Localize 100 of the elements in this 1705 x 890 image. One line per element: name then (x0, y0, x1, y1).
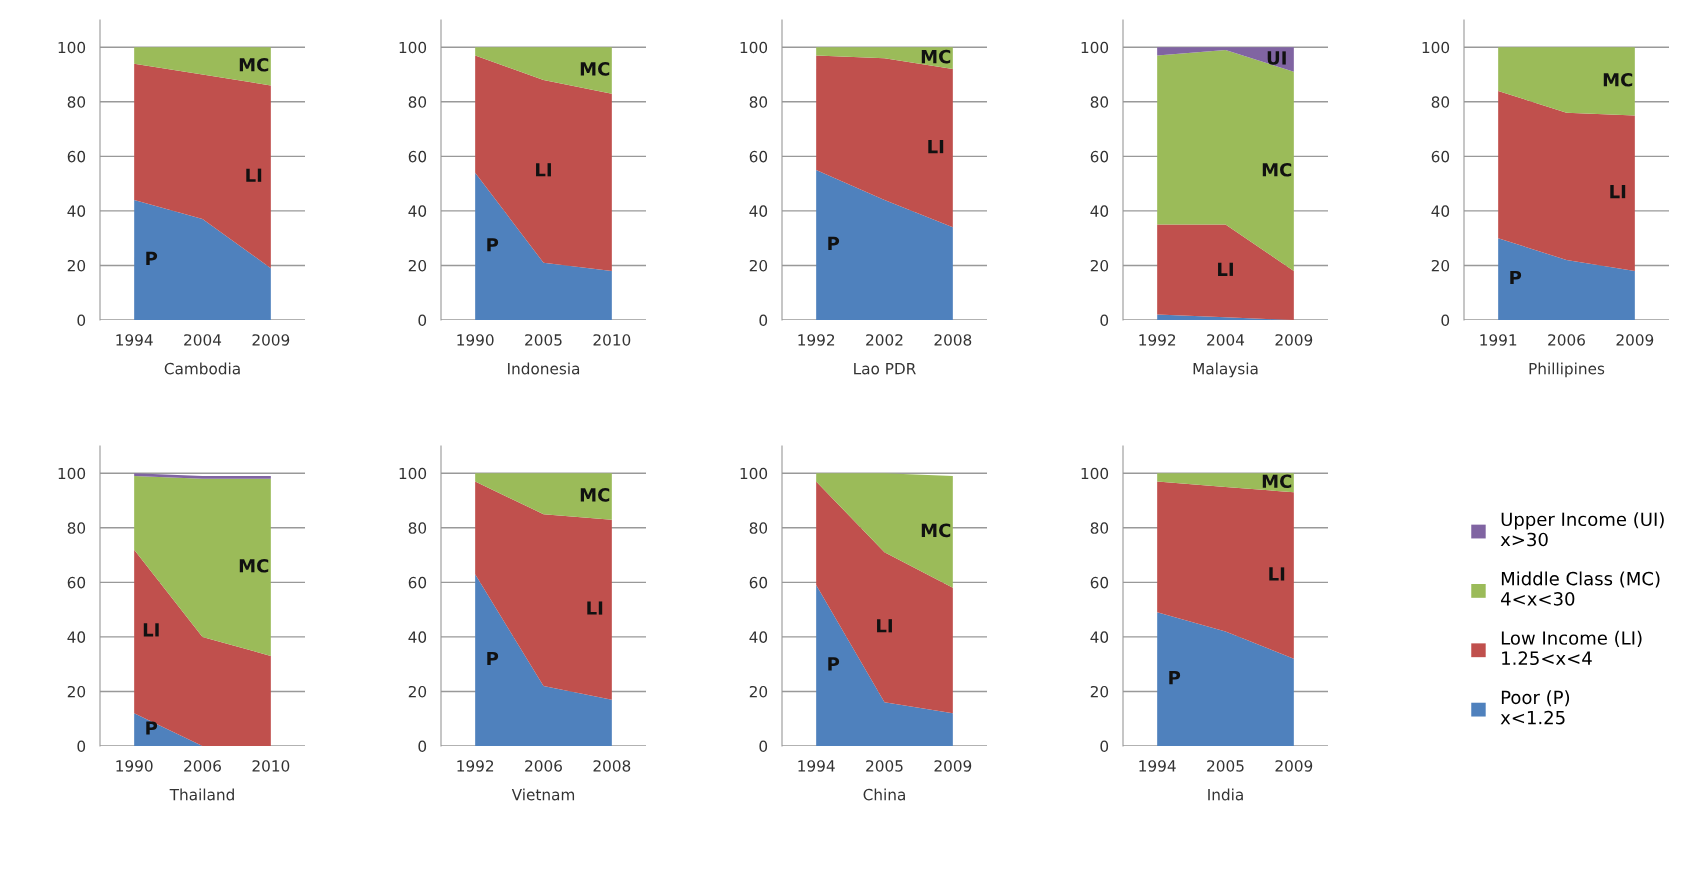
y-tick-label: 40 (1090, 205, 1109, 217)
y-tick-label: 20 (1431, 259, 1450, 272)
y-tick-label: 0 (77, 740, 86, 753)
y-tick-label: 80 (1090, 96, 1109, 108)
y-tick-label: 0 (77, 314, 86, 327)
annotation: MC (1603, 72, 1633, 87)
y-tick-label: 100 (740, 41, 768, 54)
annotation: LI (143, 623, 159, 637)
y-tick-label: 40 (67, 205, 86, 217)
x-axis-title: Malaysia (1193, 362, 1258, 378)
annotation: P (828, 657, 840, 671)
x-tick-label: 2009 (934, 760, 972, 772)
x-tick-label: 2009 (1275, 334, 1313, 346)
annotation: LI (877, 619, 892, 633)
y-tick-label: 40 (1090, 631, 1109, 643)
y-tick-label: 100 (740, 467, 768, 480)
x-tick-label: 2010 (252, 760, 290, 772)
x-tick-label: 2006 (1548, 334, 1585, 346)
y-tick-label: 100 (399, 41, 427, 54)
annotation: MC (580, 488, 610, 502)
x-tick-label: 2002 (866, 334, 903, 346)
annotation: UI (1267, 51, 1286, 65)
annotation: P (487, 651, 499, 666)
y-tick-label: 80 (1431, 96, 1450, 108)
y-tick-label: 20 (749, 685, 768, 698)
x-tick-label: 1992 (798, 334, 835, 346)
annotation: LI (1610, 185, 1626, 199)
x-tick-label: 1994 (1139, 760, 1176, 772)
y-tick-label: 0 (759, 740, 768, 753)
legend-label: Middle Class (MC) 4<x<30 (1501, 571, 1660, 606)
annotation: P (828, 236, 840, 250)
y-tick-label: 0 (1441, 314, 1450, 327)
annotation: P (487, 238, 499, 252)
y-tick-label: 80 (1090, 522, 1109, 534)
y-tick-label: 60 (1431, 150, 1450, 163)
legend-label: Poor (P) x<1.25 (1500, 690, 1570, 725)
annotation: LI (536, 163, 551, 177)
x-axis-title: Cambodia (164, 362, 240, 375)
y-tick-label: 60 (408, 150, 427, 163)
y-tick-label: 80 (67, 96, 86, 108)
x-tick-label: 2006 (525, 760, 562, 772)
x-tick-label: 2009 (252, 334, 290, 346)
y-tick-label: 80 (408, 522, 427, 534)
y-tick-label: 20 (749, 259, 768, 272)
y-tick-label: 20 (67, 685, 86, 698)
y-tick-label: 80 (749, 96, 768, 108)
annotation: P (1510, 270, 1522, 285)
y-tick-label: 100 (399, 467, 427, 480)
x-tick-label: 1990 (457, 334, 494, 346)
x-tick-label: 2008 (934, 334, 972, 346)
x-tick-label: 1994 (116, 334, 153, 346)
annotation: MC (921, 523, 951, 538)
y-tick-label: 40 (408, 205, 427, 217)
annotation: MC (1262, 162, 1292, 177)
x-axis-title: China (863, 788, 905, 801)
annotation: MC (1262, 474, 1292, 489)
annotation: P (146, 251, 158, 265)
y-tick-label: 20 (408, 259, 427, 272)
y-tick-label: 0 (418, 314, 427, 327)
y-tick-label: 80 (408, 96, 427, 108)
annotation: P (146, 721, 158, 735)
y-tick-label: 80 (67, 522, 86, 534)
x-axis-title: Thailand (169, 788, 234, 801)
x-axis-title: Lao PDR (854, 363, 916, 375)
annotation: MC (239, 558, 269, 573)
x-tick-label: 2005 (866, 760, 903, 772)
y-tick-label: 0 (418, 740, 427, 753)
y-tick-label: 60 (749, 576, 768, 589)
y-tick-label: 40 (1431, 205, 1450, 217)
x-tick-label: 2004 (184, 334, 222, 346)
y-tick-label: 40 (67, 631, 86, 643)
y-tick-label: 20 (1090, 685, 1109, 698)
y-tick-label: 100 (1081, 41, 1109, 54)
x-tick-label: 1990 (116, 760, 153, 772)
y-tick-label: 60 (67, 576, 86, 589)
x-axis-title: Indonesia (508, 362, 580, 375)
y-tick-label: 60 (1090, 150, 1109, 163)
y-tick-label: 60 (749, 150, 768, 163)
annotation: MC (921, 49, 951, 64)
x-tick-label: 1991 (1480, 334, 1517, 346)
annotation: LI (587, 601, 603, 615)
y-tick-label: 80 (749, 522, 768, 534)
y-tick-label: 20 (408, 685, 427, 698)
legend-label: Low Income (LI) 1.25<x<4 (1501, 630, 1642, 666)
y-tick-label: 100 (58, 41, 86, 54)
annotation: LI (246, 168, 262, 182)
x-tick-label: 2010 (593, 334, 631, 346)
legend-label: Upper Income (UI) x>30 (1500, 512, 1664, 547)
x-axis-title: Vietnam (511, 788, 575, 801)
y-tick-label: 40 (408, 631, 427, 643)
x-tick-label: 2009 (1616, 334, 1654, 346)
x-tick-label: 2005 (525, 334, 562, 346)
y-tick-label: 40 (749, 631, 768, 643)
y-tick-label: 0 (1100, 740, 1109, 753)
y-tick-label: 0 (1100, 314, 1109, 327)
x-axis-title: Phillipines (1529, 362, 1605, 378)
x-tick-label: 2008 (593, 760, 631, 772)
y-tick-label: 100 (1422, 41, 1450, 54)
x-tick-label: 2009 (1275, 760, 1313, 772)
annotation: LI (928, 140, 944, 154)
